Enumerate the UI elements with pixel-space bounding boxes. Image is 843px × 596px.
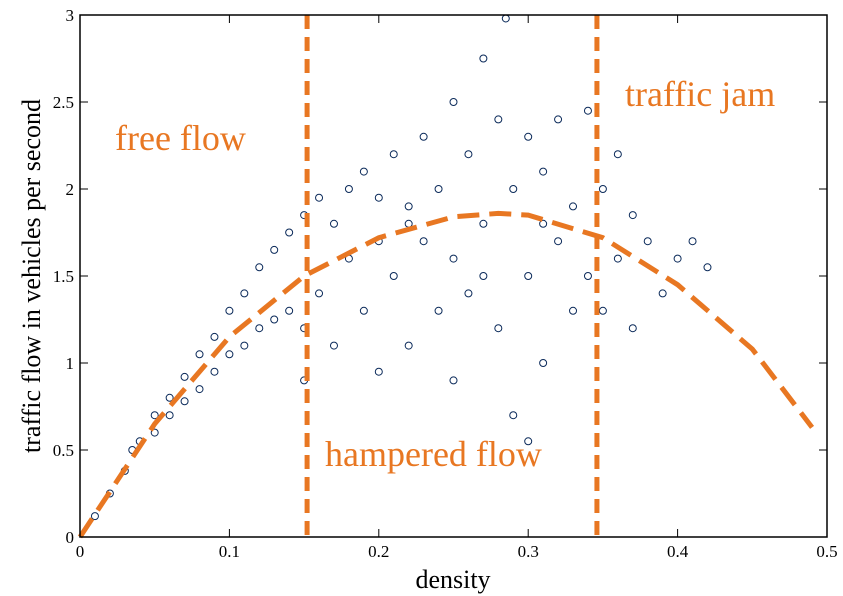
scatter-point	[270, 315, 279, 324]
scatter-point	[165, 411, 174, 420]
x-tick-label: 0	[76, 542, 85, 561]
scatter-point	[569, 202, 578, 211]
scatter-point	[449, 98, 458, 106]
annotation: hampered flow	[325, 434, 542, 474]
scatter-point	[613, 254, 622, 263]
scatter-point	[255, 263, 264, 272]
scatter-point	[434, 185, 443, 193]
scatter-point	[464, 289, 473, 298]
scatter-point	[90, 512, 99, 521]
scatter-point	[225, 350, 234, 359]
scatter-point	[344, 185, 353, 193]
plot-frame	[79, 14, 828, 538]
scatter-point	[539, 219, 548, 228]
scatter-point	[419, 132, 428, 141]
scatter-point	[464, 150, 473, 159]
scatter-point	[628, 211, 637, 220]
x-tick-label: 0.4	[667, 542, 689, 561]
scatter-point	[524, 272, 533, 280]
scatter-point	[509, 411, 518, 420]
scatter-point	[374, 367, 383, 376]
scatter-point	[479, 219, 488, 228]
annotation: free flow	[115, 118, 246, 158]
y-tick-label: 2	[66, 180, 75, 199]
scatter-point	[165, 393, 174, 402]
scatter-point	[255, 324, 264, 333]
x-axis-label: density	[415, 565, 490, 594]
x-tick-label: 0.5	[816, 542, 837, 561]
scatter-point	[315, 193, 324, 202]
scatter-point	[479, 272, 488, 280]
scatter-point	[479, 54, 488, 63]
scatter-point	[359, 306, 368, 315]
y-axis-label: traffic flow in vehicles per second	[17, 99, 46, 453]
scatter-point	[494, 324, 503, 333]
scatter-point	[673, 254, 682, 263]
scatter-point	[389, 150, 398, 159]
scatter-point	[583, 106, 592, 115]
scatter-point	[404, 341, 413, 350]
scatter-point	[583, 272, 592, 280]
x-tick-label: 0.2	[368, 542, 389, 561]
scatter-point	[524, 437, 533, 446]
scatter-point	[150, 411, 159, 420]
scatter-point	[270, 245, 279, 254]
scatter-point	[643, 237, 652, 246]
scatter-point	[598, 306, 607, 315]
scatter-point	[524, 132, 533, 141]
scatter-point	[180, 372, 189, 381]
scatter-point	[195, 385, 204, 394]
scatter-point	[404, 202, 413, 211]
scatter-point	[449, 376, 458, 385]
y-tick-label: 0	[66, 528, 75, 547]
y-tick-label: 3	[66, 6, 75, 25]
scatter-point	[389, 272, 398, 280]
x-tick-label: 0.1	[219, 542, 240, 561]
scatter-point	[285, 228, 294, 237]
scatter-point	[658, 289, 667, 298]
scatter-point	[285, 306, 294, 315]
scatter-point	[539, 359, 548, 367]
annotation: traffic jam	[625, 74, 775, 114]
scatter-point	[180, 397, 189, 406]
scatter-point	[628, 324, 637, 333]
y-tick-label: 1.5	[53, 267, 74, 286]
scatter-point	[195, 350, 204, 359]
x-tick-label: 0.3	[518, 542, 539, 561]
scatter-point	[613, 150, 622, 159]
scatter-point	[329, 341, 338, 350]
scatter-point	[703, 263, 712, 272]
scatter-point	[359, 167, 368, 176]
scatter-point	[554, 115, 563, 124]
scatter-point	[210, 332, 219, 341]
scatter-point	[501, 14, 510, 23]
scatter-point	[374, 193, 383, 202]
scatter-point	[688, 237, 697, 246]
scatter-point	[240, 289, 249, 298]
scatter-point	[150, 428, 159, 437]
fit-curve	[77, 210, 815, 539]
scatter-point	[210, 367, 219, 376]
scatter-point	[569, 306, 578, 315]
y-tick-label: 2.5	[53, 93, 74, 112]
scatter-point	[225, 306, 234, 315]
scatter-point	[539, 167, 548, 176]
scatter-point	[598, 185, 607, 193]
scatter-point	[509, 185, 518, 193]
scatter-point	[449, 254, 458, 263]
scatter-point	[434, 306, 443, 315]
scatter-point	[554, 237, 563, 246]
y-tick-label: 1	[66, 354, 75, 373]
scatter-point	[494, 115, 503, 124]
y-tick-label: 0.5	[53, 441, 74, 460]
scatter-point	[240, 341, 249, 350]
scatter-point	[419, 237, 428, 246]
scatter-point	[315, 289, 324, 298]
scatter-point	[329, 219, 338, 228]
